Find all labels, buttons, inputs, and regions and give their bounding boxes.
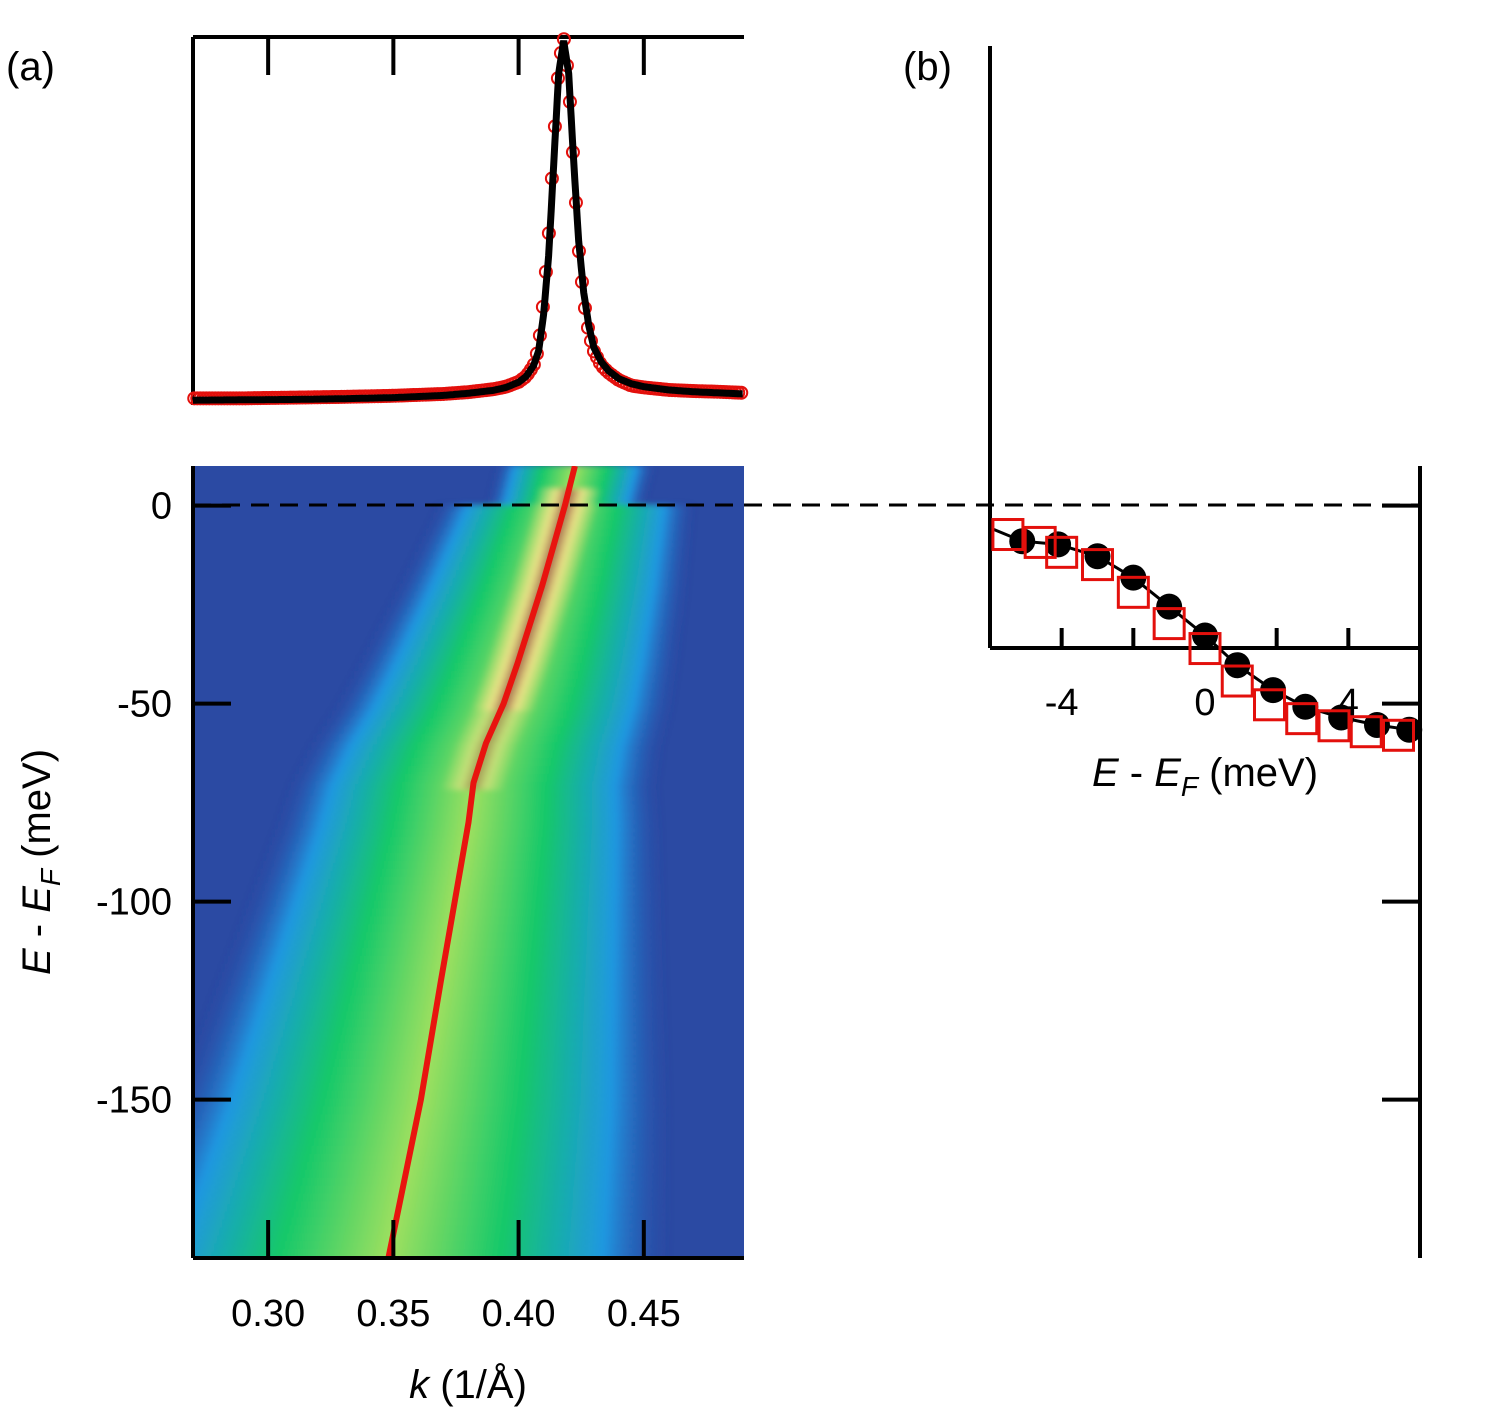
band-strip bbox=[193, 1249, 671, 1258]
panel-b-open-squares bbox=[991, 518, 1415, 752]
panel-b-xlabel: E - EF (meV) bbox=[1092, 751, 1318, 802]
map-xticks: 0.30 0.35 0.40 0.45 bbox=[231, 1220, 681, 1335]
panel-b-square-point bbox=[1220, 664, 1254, 698]
panel-b-circle-point bbox=[1045, 531, 1072, 558]
band-strip bbox=[193, 1161, 672, 1172]
panel-b-label: (b) bbox=[903, 45, 952, 89]
panel-b-circle-point bbox=[1084, 543, 1111, 570]
band-strip bbox=[193, 1130, 672, 1141]
panel-b-square-point bbox=[1081, 548, 1114, 582]
band-strip bbox=[193, 1059, 671, 1069]
band-strip bbox=[193, 1169, 672, 1180]
band-strip bbox=[193, 1106, 672, 1117]
panel-a-label: (a) bbox=[6, 45, 55, 89]
band-strip bbox=[193, 1241, 671, 1252]
band-strip bbox=[193, 1098, 672, 1109]
panel-b-xticks: -4 0 4 bbox=[988, 628, 1422, 724]
band-strip bbox=[193, 1074, 671, 1085]
band-strip bbox=[193, 1201, 672, 1212]
map-ytick-label: -50 bbox=[117, 684, 172, 726]
panel-b-right-ticks bbox=[1382, 503, 1420, 1102]
panel-b-circle-point bbox=[1396, 716, 1423, 743]
band-strip bbox=[193, 1146, 672, 1157]
panel-b-square-point bbox=[1317, 709, 1351, 743]
band-strip bbox=[193, 1225, 671, 1236]
mdc-fit-curve bbox=[193, 40, 743, 404]
intensity-map: 0.30 0.35 0.40 0.45 0 -50 -100 -150 k (1/Å) E … bbox=[15, 466, 744, 1407]
panel-b-square-point bbox=[1188, 632, 1222, 666]
panel-b-square-point bbox=[991, 518, 1025, 552]
band-strip bbox=[193, 1082, 671, 1093]
map-xtick-label: 0.40 bbox=[482, 1293, 556, 1335]
band-strip bbox=[193, 1193, 672, 1204]
map-ylabel: E - EF (meV) bbox=[15, 749, 66, 975]
band-strip bbox=[193, 1177, 672, 1188]
mdc-panel bbox=[187, 32, 749, 406]
panel-b-square-point bbox=[1116, 575, 1150, 609]
map-xlabel: k (1/Å) bbox=[409, 1362, 527, 1407]
band-strip bbox=[193, 1122, 672, 1133]
mdc-ticks bbox=[266, 37, 646, 75]
panel-b-square-point bbox=[1349, 715, 1383, 749]
map-xtick-label: 0.30 bbox=[231, 1293, 305, 1335]
panel-b: -4 0 4 E - EF (meV) bbox=[988, 46, 1423, 1258]
map-ytick-label: -150 bbox=[96, 1080, 172, 1122]
panel-b-circle-point bbox=[1192, 622, 1218, 649]
band-strip bbox=[193, 1233, 671, 1244]
panel-b-square-point bbox=[1152, 607, 1186, 641]
panel-b-circle-point bbox=[1156, 593, 1183, 620]
panel-b-square-point bbox=[1023, 525, 1057, 559]
band-strip bbox=[193, 1114, 672, 1125]
panel-b-square-point bbox=[1045, 535, 1079, 569]
panel-b-circle-point bbox=[1292, 693, 1319, 720]
panel-b-square-point bbox=[1285, 702, 1319, 736]
band-strip bbox=[193, 1154, 672, 1164]
map-ytick-label: 0 bbox=[151, 486, 172, 528]
map-ytick-label: -100 bbox=[96, 882, 172, 924]
band-strip bbox=[193, 1066, 671, 1077]
map-yticks: 0 -50 -100 -150 bbox=[96, 486, 231, 1122]
panel-b-square-point bbox=[1253, 688, 1286, 722]
map-xtick-label: 0.35 bbox=[356, 1293, 430, 1335]
band-strip bbox=[193, 1185, 672, 1196]
band-strip bbox=[193, 1138, 672, 1149]
panel-b-xtick-label: 0 bbox=[1194, 682, 1215, 724]
dispersion-fit-line bbox=[385, 466, 578, 1258]
band-strip bbox=[193, 1217, 671, 1228]
band-strip bbox=[193, 1090, 672, 1101]
band-strip bbox=[193, 1051, 670, 1061]
mdc-data-markers bbox=[187, 32, 749, 406]
panel-b-xtick-label: -4 bbox=[1045, 682, 1079, 724]
panel-b-square-point bbox=[1382, 718, 1415, 752]
map-xtick-label: 0.45 bbox=[607, 1293, 681, 1335]
band-strip bbox=[193, 1209, 672, 1220]
